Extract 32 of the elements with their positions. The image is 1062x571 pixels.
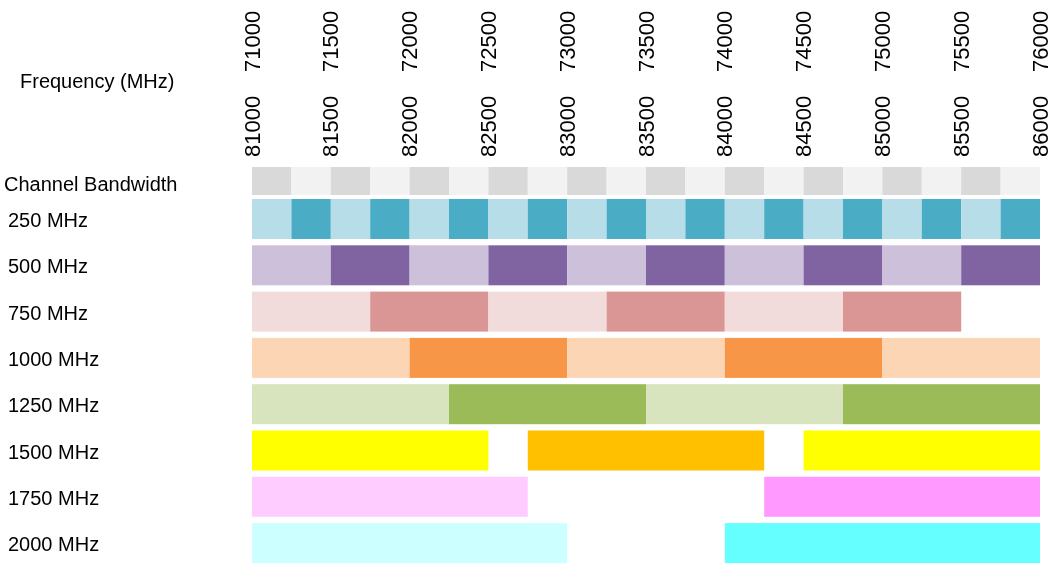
y-tick-label: 750 MHz bbox=[8, 301, 89, 324]
x-tick-label: 72000 bbox=[397, 10, 423, 72]
x2-tick-label: 81000 bbox=[239, 95, 265, 157]
x2-tick-label: 82500 bbox=[475, 95, 501, 157]
x-tick-label: 71500 bbox=[318, 10, 344, 72]
x-tick-label: 72500 bbox=[475, 10, 501, 72]
y-tick-label: 250 MHz bbox=[8, 209, 89, 231]
x2-tick-label: 85000 bbox=[869, 95, 895, 157]
x2-tick-label: 83500 bbox=[633, 95, 659, 157]
x-axis-title: Frequency (MHz) bbox=[20, 70, 175, 92]
x-tick-label: 71000 bbox=[239, 10, 265, 72]
y-tick-label: 1750 MHz bbox=[8, 486, 100, 509]
x-tick-label: 74500 bbox=[791, 10, 817, 72]
x-tick-label: 74000 bbox=[712, 10, 738, 72]
x2-tick-label: 85500 bbox=[948, 95, 974, 157]
x2-tick-label: 84000 bbox=[712, 95, 738, 157]
x-tick-label: 75500 bbox=[948, 10, 974, 72]
x2-tick-label: 86000 bbox=[1027, 95, 1053, 157]
x2-tick-label: 83000 bbox=[554, 95, 580, 157]
x2-tick-label: 81500 bbox=[318, 95, 344, 157]
x-tick-label: 75000 bbox=[869, 10, 895, 72]
y-tick-label: 1500 MHz bbox=[8, 440, 100, 463]
y-tick-label: 1250 MHz bbox=[8, 394, 100, 417]
x-tick-label: 76000 bbox=[1027, 10, 1053, 72]
y-tick-label: Channel Bandwidth bbox=[4, 173, 178, 195]
x-tick-label: 73500 bbox=[633, 10, 659, 72]
y-tick-label: 1000 MHz bbox=[8, 347, 100, 370]
x-tick-label: 73000 bbox=[554, 10, 580, 72]
y-tick-label: 2000 MHz bbox=[8, 533, 100, 556]
y-tick-label: 500 MHz bbox=[8, 255, 89, 278]
x2-tick-label: 82000 bbox=[397, 95, 423, 157]
x2-tick-label: 84500 bbox=[791, 95, 817, 157]
